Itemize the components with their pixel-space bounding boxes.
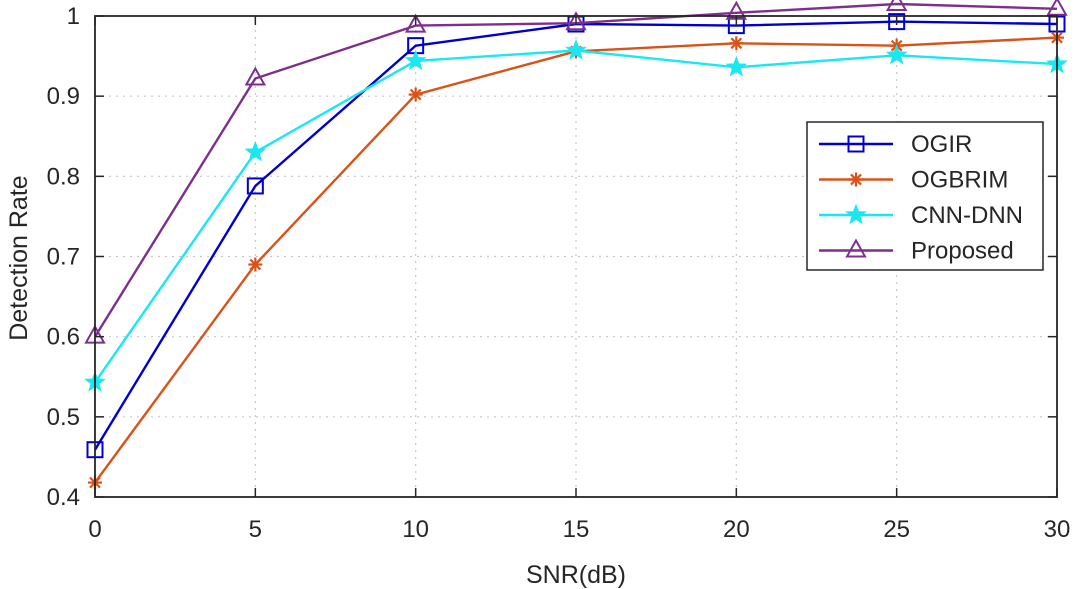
- y-tick-label: 0.5: [47, 404, 80, 431]
- legend-marker: [849, 172, 863, 187]
- x-tick-label: 20: [723, 516, 750, 543]
- data-point-ogir: [246, 177, 264, 195]
- axes: [94, 15, 1058, 498]
- x-tick-label: 30: [1044, 516, 1071, 543]
- data-point-ogir: [888, 13, 906, 31]
- data-point-cnn-dnn: [885, 43, 908, 65]
- plot-frame: [94, 15, 1058, 498]
- y-tick-label: 0.9: [47, 83, 80, 110]
- legend-box: [806, 121, 1044, 271]
- data-point-cnn-dnn: [244, 140, 267, 162]
- legend-marker: [847, 135, 865, 153]
- data-point-proposed: [404, 13, 427, 33]
- legend-label: OGIR: [911, 131, 972, 158]
- x-tick-label: 10: [402, 516, 429, 543]
- data-point-ogbrim: [248, 257, 263, 272]
- data-point-proposed: [1046, 0, 1068, 16]
- x-tick-label: 0: [88, 516, 101, 543]
- legend-item-ogbrim: OGBRIM: [819, 167, 1008, 194]
- legend-item-proposed: Proposed: [819, 238, 1014, 265]
- data-point-ogbrim: [729, 36, 744, 51]
- data-point-cnn-dnn: [565, 39, 587, 60]
- x-tick-label: 15: [563, 516, 590, 543]
- data-point-proposed: [885, 0, 908, 11]
- x-tick-label: 5: [249, 516, 262, 543]
- y-tick-label: 0.8: [47, 163, 80, 190]
- y-tick-label: 0.7: [47, 244, 80, 271]
- legend-label: CNN-DNN: [911, 202, 1023, 229]
- x-tick-label: 25: [883, 516, 910, 543]
- legend-marker: [845, 238, 867, 258]
- y-tick-label: 0.6: [47, 324, 80, 351]
- data-point-ogbrim: [408, 87, 423, 102]
- y-tick-label: 0.4: [47, 484, 80, 511]
- legend-item-ogir: OGIR: [819, 131, 972, 158]
- legend-marker: [845, 203, 867, 225]
- grid-lines: [95, 16, 1057, 497]
- y-axis-label: Detection Rate: [5, 175, 33, 340]
- legend: OGIR OGBRIM CNN-DNN Proposed: [806, 121, 1044, 271]
- legend-label: OGBRIM: [911, 167, 1008, 194]
- x-axis-label: SNR(dB): [526, 561, 626, 589]
- tick-labels: 0 5 10 15 20 25 30 0.4 0.5 0.6 0.7 0.8 0.9 1: [47, 3, 1071, 543]
- data-point-cnn-dnn: [404, 49, 427, 71]
- y-tick-label: 1: [67, 3, 80, 30]
- legend-label: Proposed: [911, 238, 1014, 265]
- data-point-proposed: [244, 66, 267, 86]
- data-point-proposed: [565, 11, 587, 31]
- data-point-cnn-dnn: [725, 55, 748, 77]
- legend-item-cnn-dnn: CNN-DNN: [819, 202, 1023, 229]
